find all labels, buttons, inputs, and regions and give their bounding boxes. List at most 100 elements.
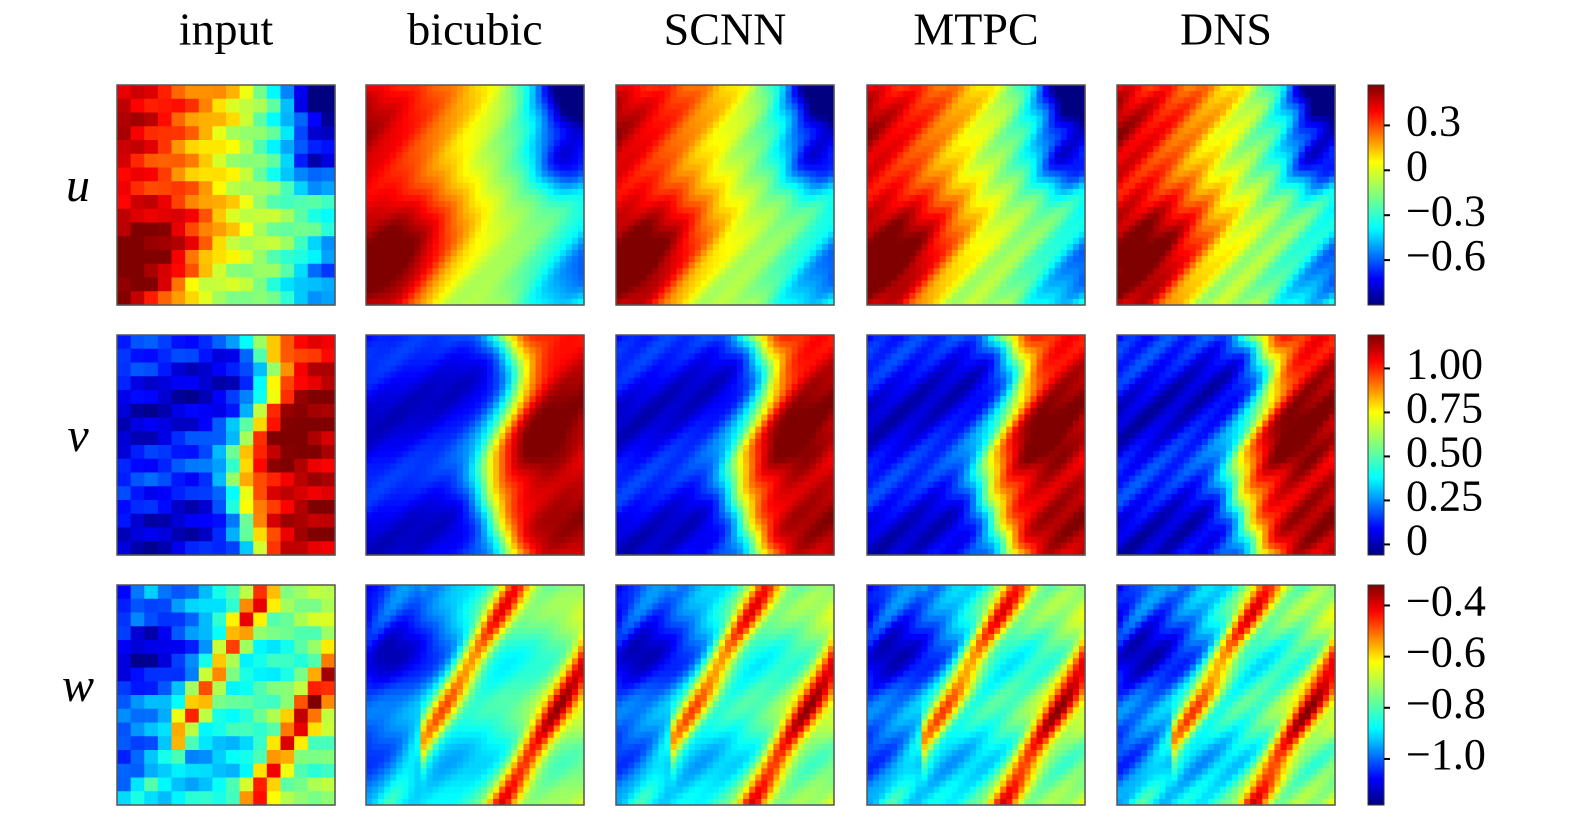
field-cell [408, 207, 416, 214]
field-cell [909, 127, 917, 135]
field-cell [885, 152, 892, 159]
field-cell [1018, 250, 1026, 257]
field-cell [821, 182, 829, 190]
field-cell [559, 274, 567, 282]
field-cell [493, 231, 500, 239]
field-cell [372, 152, 379, 159]
field-cell [706, 231, 714, 239]
field-cell [1213, 195, 1221, 202]
field-cell [945, 213, 953, 221]
field-cell [969, 207, 977, 214]
field-cell [372, 256, 379, 263]
field-cell [933, 256, 941, 263]
field-cell [933, 152, 941, 159]
field-cell [994, 176, 1001, 184]
field-cell [390, 176, 397, 184]
field-cell [773, 182, 781, 190]
field-cell [664, 188, 672, 196]
field-cell [432, 188, 440, 196]
field-cell [743, 237, 750, 245]
field-cell [505, 195, 512, 202]
field-cell [523, 127, 531, 135]
field-cell [1135, 237, 1142, 245]
field-cell [957, 152, 965, 159]
field-cell [456, 237, 464, 245]
field-cell [444, 164, 452, 172]
field-cell [468, 188, 476, 196]
field-cell [450, 231, 458, 239]
field-cell [493, 158, 500, 166]
field-cell [803, 213, 811, 221]
field-cell [628, 195, 635, 202]
field-cell [1189, 158, 1197, 166]
field-cell [803, 140, 811, 147]
field-cell [366, 237, 373, 245]
field-cell [688, 195, 696, 202]
field-cell [450, 127, 458, 135]
field-cell [821, 286, 829, 294]
field-cell [1219, 262, 1227, 269]
field-cell [414, 231, 422, 239]
field-cell [933, 274, 941, 282]
field-cell [468, 298, 476, 306]
field-cell [1226, 286, 1233, 294]
field-cell [517, 115, 525, 123]
field-cell [957, 262, 965, 269]
field-cell [885, 207, 892, 214]
field-cell [755, 146, 762, 153]
field-cell [879, 97, 886, 104]
field-cell [725, 237, 732, 245]
field-cell [718, 188, 726, 196]
field-cell [957, 201, 965, 208]
field-cell [1141, 115, 1148, 123]
field-cell [821, 268, 829, 276]
field-cell [559, 298, 567, 306]
field-cell [988, 292, 995, 300]
field-cell [646, 262, 653, 269]
field-cell [1018, 176, 1026, 184]
field-cell [499, 250, 506, 257]
field-cell [994, 292, 1001, 300]
field-cell [390, 127, 397, 135]
field-cell [969, 140, 977, 147]
field-cell [1250, 170, 1257, 178]
field-cell [426, 292, 434, 300]
field-cell [827, 109, 835, 117]
field-cell [1226, 152, 1233, 159]
field-cell [682, 170, 690, 178]
field-cell [1147, 268, 1154, 276]
field-cell [541, 176, 549, 184]
field-cell [438, 237, 446, 245]
field-cell [1030, 109, 1038, 117]
field-cell [1147, 274, 1154, 282]
field-cell [450, 115, 458, 123]
field-cell [897, 115, 904, 123]
field-cell [1183, 201, 1191, 208]
field-cell [957, 176, 965, 184]
field-cell [743, 140, 750, 147]
field-cell [963, 274, 971, 282]
field-cell [1183, 115, 1191, 123]
field-cell [535, 140, 543, 147]
field-cell [517, 164, 525, 172]
field-cell [1030, 243, 1038, 251]
field-cell [785, 140, 793, 147]
field-cell [963, 188, 971, 196]
field-cell [462, 103, 470, 111]
field-cell [384, 127, 391, 135]
field-cell [628, 213, 635, 221]
field-cell [1036, 146, 1044, 153]
field-cell [1135, 188, 1142, 196]
field-cell [1213, 133, 1221, 141]
field-cell [939, 188, 947, 196]
field-cell [616, 286, 623, 294]
field-cell [541, 85, 549, 92]
field-cell [456, 188, 464, 196]
field-cell [1129, 91, 1136, 98]
field-cell [468, 219, 476, 227]
field-cell [226, 98, 241, 114]
field-cell [891, 262, 898, 269]
field-cell [553, 243, 561, 251]
field-cell [815, 280, 823, 288]
field-cell [1000, 219, 1007, 227]
